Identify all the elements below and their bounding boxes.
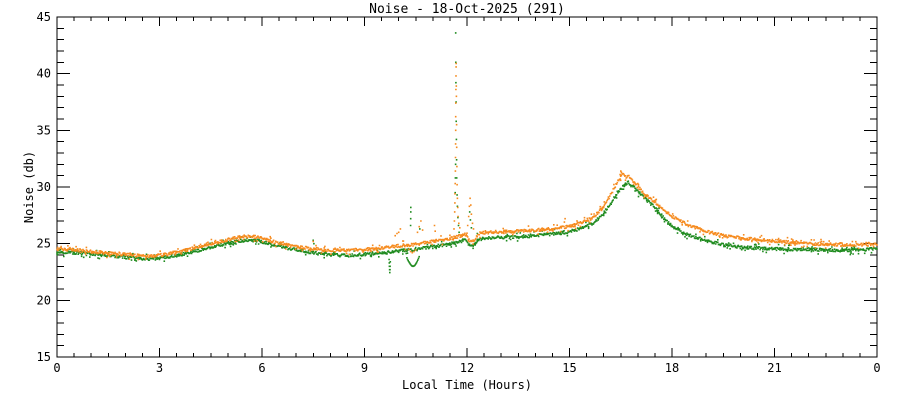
y-tick-label: 15 (37, 350, 51, 364)
x-tick-label: 12 (460, 361, 474, 375)
x-tick-label: 18 (665, 361, 679, 375)
y-tick-label: 40 (37, 67, 51, 81)
noise-trace-green (56, 32, 878, 274)
plot-border (56, 16, 878, 358)
y-axis-title: Noise (db) (22, 151, 36, 223)
y-tick-label: 45 (37, 10, 51, 24)
x-tick-label: 3 (156, 361, 163, 375)
x-tick-label: 21 (767, 361, 781, 375)
x-tick-label: 0 (873, 361, 880, 375)
x-axis-title: Local Time (Hours) (402, 378, 532, 392)
x-tick-label: 15 (562, 361, 576, 375)
y-tick-label: 30 (37, 180, 51, 194)
axis-ticks (56, 16, 878, 358)
plot-frame (56, 16, 878, 358)
y-tick-label: 25 (37, 237, 51, 251)
x-tick-label: 6 (258, 361, 265, 375)
x-tick-label: 9 (361, 361, 368, 375)
y-tick-label: 35 (37, 123, 51, 137)
noise-trace-orange (56, 62, 878, 261)
y-tick-label: 20 (37, 293, 51, 307)
data-series (56, 32, 878, 274)
x-tick-label: 0 (53, 361, 60, 375)
chart-title: Noise - 18-Oct-2025 (291) (369, 2, 565, 17)
